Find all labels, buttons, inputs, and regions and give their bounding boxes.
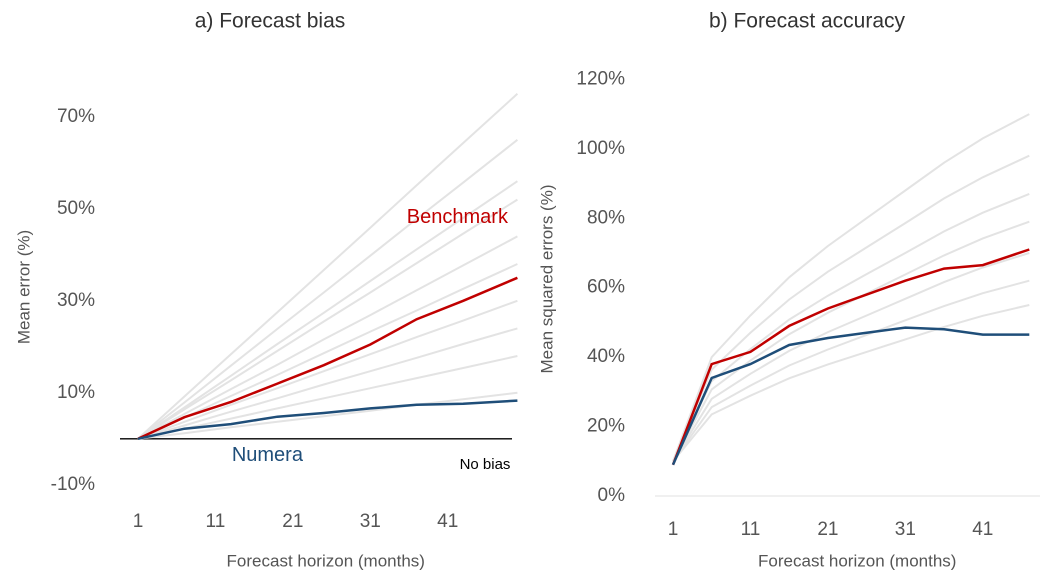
y-tick-label: 30% <box>57 290 95 311</box>
series-line <box>671 248 1030 466</box>
x-tick-label: 31 <box>360 511 381 532</box>
x-axis-title: Forecast horizon (months) <box>758 551 956 570</box>
y-tick-label: 40% <box>587 346 625 367</box>
series-line <box>137 180 518 440</box>
y-tick-label: 100% <box>576 138 625 159</box>
series-line <box>137 299 518 440</box>
series-line <box>672 154 1030 462</box>
annotation: No bias <box>460 456 511 473</box>
y-tick-label: 60% <box>587 277 625 298</box>
x-tick-label: 11 <box>206 511 226 532</box>
x-tick-label: 11 <box>741 519 761 540</box>
series-line <box>672 192 1030 462</box>
series-label: Benchmark <box>407 206 509 228</box>
series-line <box>137 355 518 440</box>
series-label: Numera <box>232 444 304 466</box>
x-tick-label: 31 <box>895 519 916 540</box>
y-axis-title: Mean error (%) <box>14 230 33 344</box>
series-line <box>672 113 1030 462</box>
series-line <box>137 139 519 440</box>
y-tick-label: -10% <box>51 474 95 495</box>
y-tick-label: 50% <box>57 198 95 219</box>
x-tick-label: 1 <box>133 511 144 532</box>
x-tick-label: 21 <box>817 519 838 540</box>
x-tick-label: 41 <box>437 511 458 532</box>
y-tick-label: 0% <box>598 485 626 506</box>
y-tick-label: 120% <box>576 68 625 89</box>
y-axis-title: Mean squared errors (%) <box>537 185 556 374</box>
y-tick-label: 70% <box>57 106 95 127</box>
series-line <box>672 279 1030 462</box>
x-axis-title: Forecast horizon (months) <box>227 551 425 570</box>
chart-title: a) Forecast bias <box>195 10 346 33</box>
series-line <box>137 327 518 440</box>
y-tick-label: 20% <box>587 416 625 437</box>
series-line <box>137 93 519 440</box>
x-tick-label: 41 <box>972 519 993 540</box>
series-line <box>137 276 518 440</box>
y-tick-label: 10% <box>57 382 95 403</box>
y-tick-label: 80% <box>587 207 625 228</box>
series-line <box>137 198 518 440</box>
series-line <box>137 391 518 440</box>
series-line <box>672 220 1030 462</box>
series-line <box>137 235 518 440</box>
series-line <box>137 399 518 441</box>
series-line <box>137 263 518 440</box>
x-tick-label: 1 <box>668 519 679 540</box>
x-tick-label: 21 <box>282 511 303 532</box>
series-line <box>672 304 1030 462</box>
series-line <box>671 326 1030 466</box>
chart-title: b) Forecast accuracy <box>709 10 906 33</box>
series-line <box>672 252 1030 462</box>
